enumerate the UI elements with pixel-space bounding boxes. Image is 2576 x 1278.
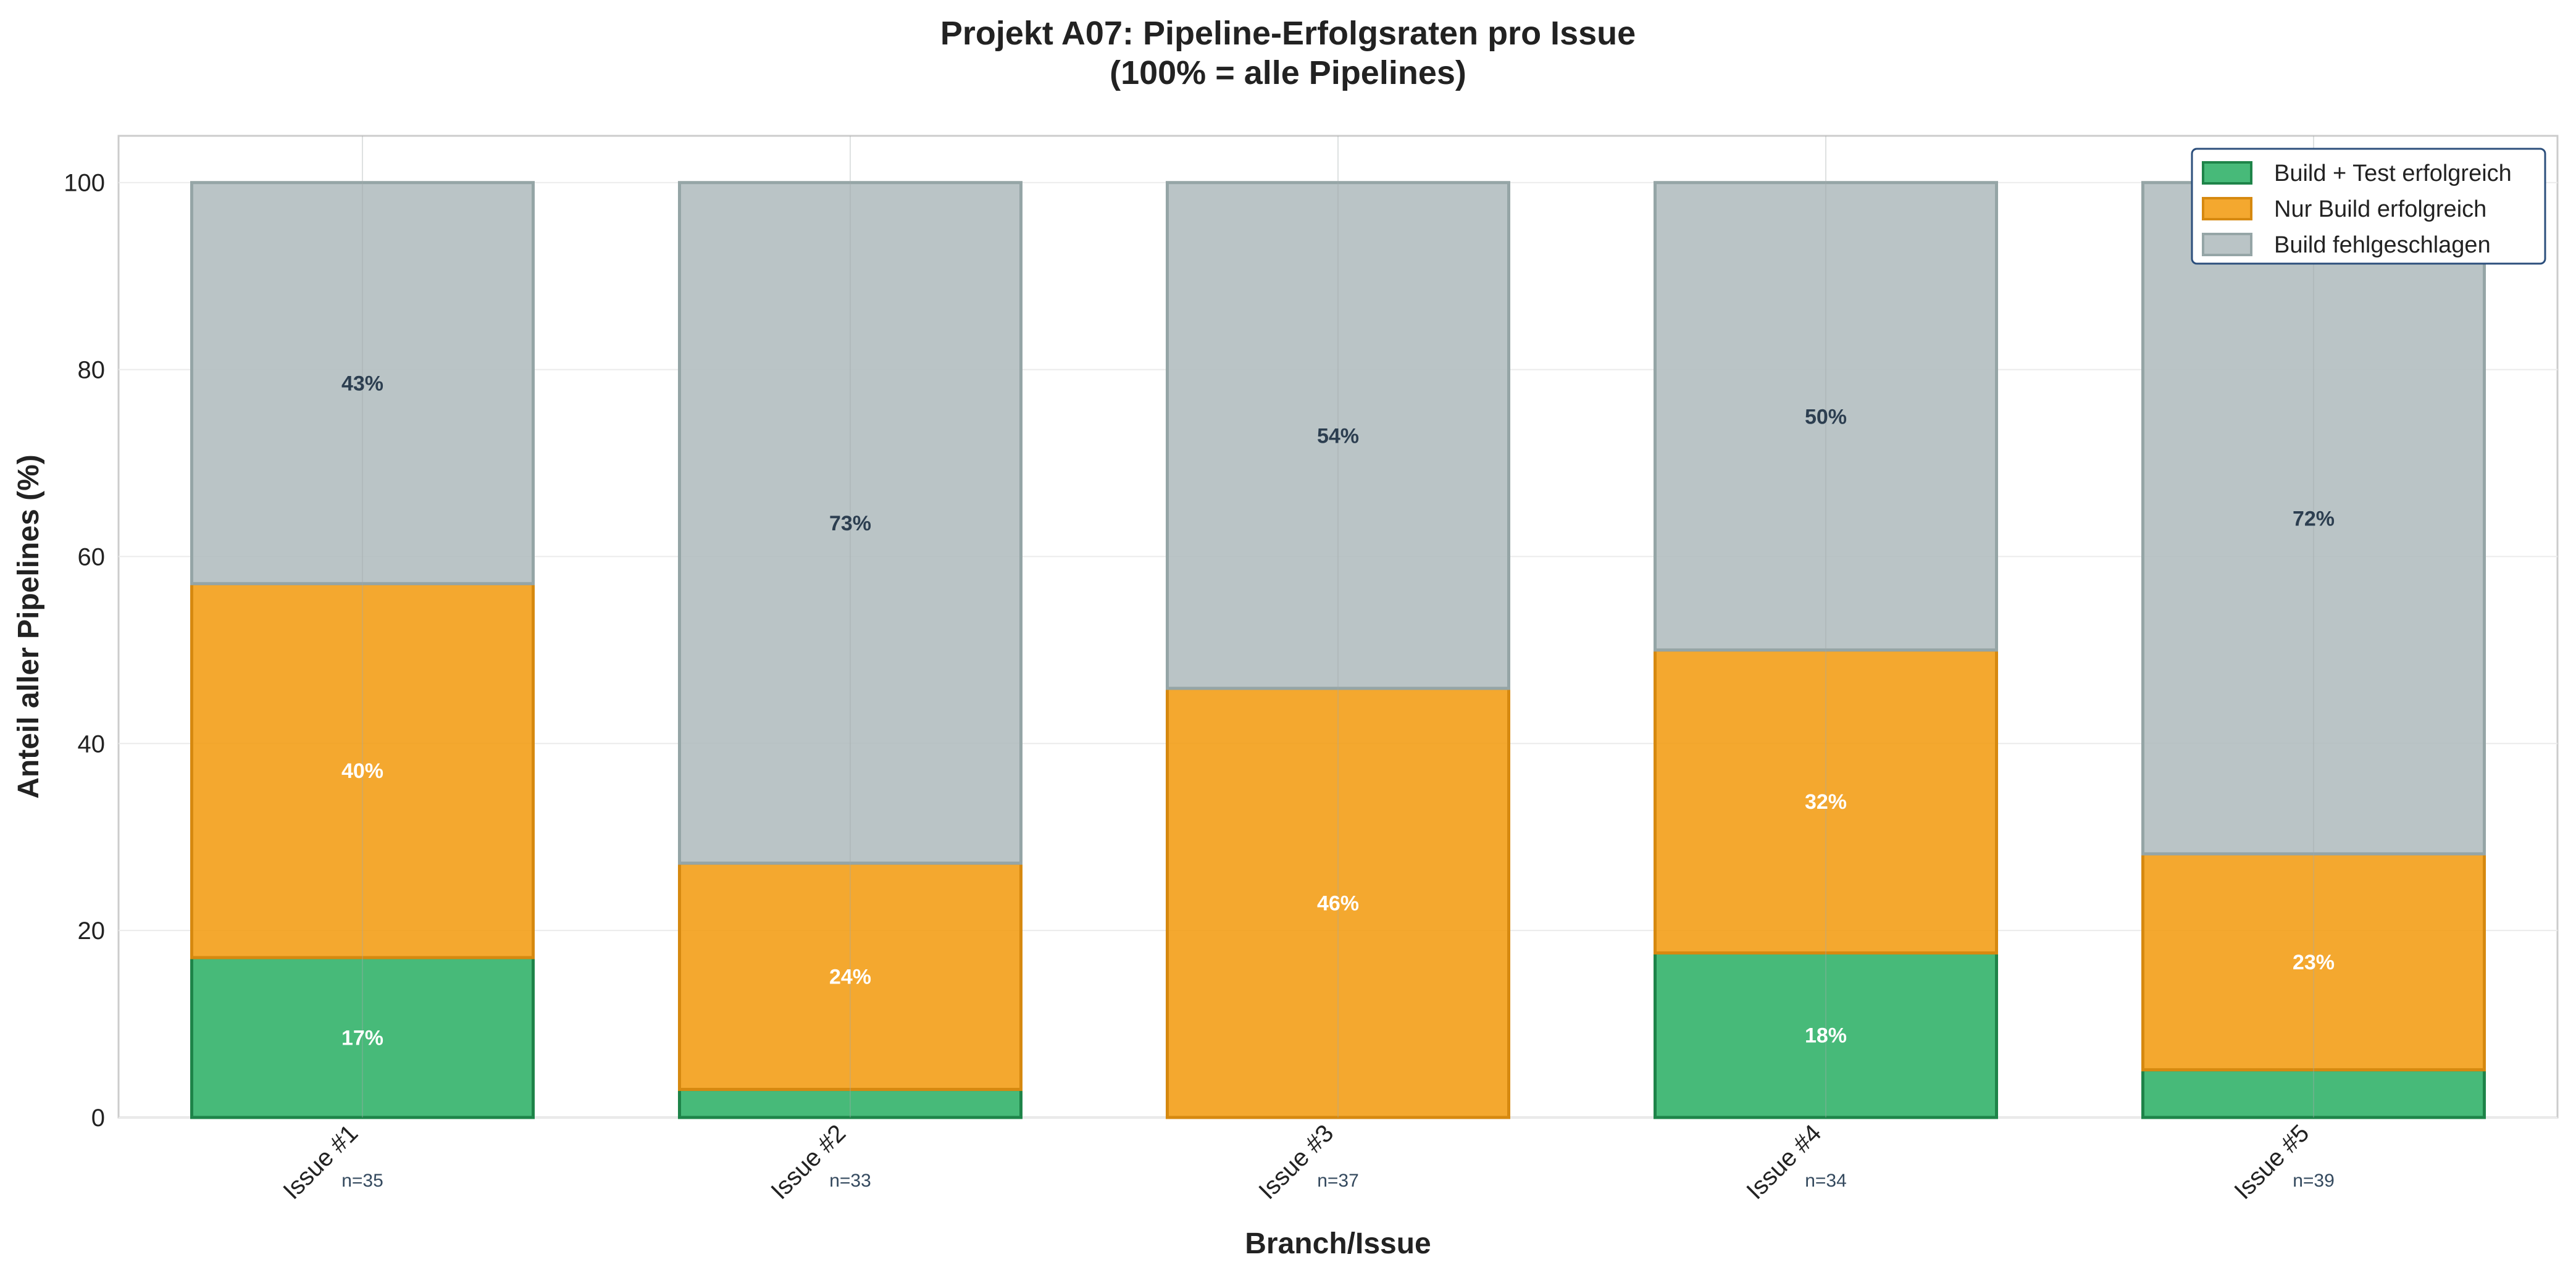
segment-label: 46% <box>1317 892 1359 915</box>
chart-title-group: Projekt A07: Pipeline-Erfolgsraten pro I… <box>940 15 1636 91</box>
legend-label: Build fehlgeschlagen <box>2274 232 2491 258</box>
segment-labels: 17% 40% 43% 24% 73% 46% 54% 18% 32% 50% 23% 72% <box>341 372 2335 1050</box>
legend-label: Nur Build erfolgreich <box>2274 196 2486 222</box>
segment-label: 32% <box>1805 790 1847 814</box>
sample-size-label: n=37 <box>1317 1171 1359 1191</box>
bar-segment-2-issue-1 <box>190 582 535 959</box>
x-tick-label: Issue #2 <box>766 1119 851 1205</box>
y-tick-label: 20 <box>78 917 106 945</box>
segment-label: 73% <box>829 512 871 535</box>
x-axis-ticks: Issue #1n=35 Issue #2n=33 Issue #3n=37 Issu… <box>278 1119 2334 1205</box>
legend-box <box>2191 148 2546 265</box>
y-tick-label: 80 <box>78 357 106 384</box>
y-axis-ticks: 0 20 40 60 80 100 <box>64 170 105 1132</box>
y-tick-label: 100 <box>64 170 105 197</box>
y-tick-label: 60 <box>78 543 106 570</box>
bar-segment-1-issue-5 <box>2141 1068 2486 1119</box>
legend-label: Build + Test erfolgreich <box>2274 161 2512 186</box>
bar-segment-3-issue-5 <box>2141 181 2486 856</box>
y-axis-label: Anteil aller Pipelines (%) <box>12 454 45 798</box>
x-axis-label: Branch/Issue <box>1245 1227 1431 1260</box>
bar-segment-3-issue-2 <box>678 181 1022 865</box>
bar-segment-1-issue-1 <box>190 956 535 1119</box>
legend-swatch <box>2202 233 2252 256</box>
sample-size-label: n=34 <box>1805 1171 1847 1191</box>
sample-size-label: n=39 <box>2293 1171 2335 1191</box>
segment-label: 72% <box>2293 507 2335 530</box>
bar-segment-3-issue-1 <box>190 181 535 585</box>
bar-segment-2-issue-2 <box>678 861 1022 1092</box>
legend-swatch <box>2202 161 2252 185</box>
bar-segment-3-issue-3 <box>1166 181 1510 690</box>
sample-size-label: n=35 <box>341 1171 383 1191</box>
segment-label: 54% <box>1317 424 1359 448</box>
chart-subtitle: (100% = alle Pipelines) <box>1110 54 1466 91</box>
x-tick-label: Issue #4 <box>1741 1119 1826 1205</box>
bar-segment-2-issue-4 <box>1654 648 1998 954</box>
bar-segment-2-issue-5 <box>2141 852 2486 1072</box>
segment-label: 23% <box>2293 951 2335 974</box>
segment-label: 17% <box>341 1027 383 1050</box>
segment-label: 43% <box>341 372 383 396</box>
y-tick-label: 40 <box>78 730 106 758</box>
bar-segment-1-issue-2 <box>678 1088 1022 1119</box>
legend: Build + Test erfolgreich Nur Build erfolg… <box>2191 148 2546 265</box>
bar-segment-1-issue-4 <box>1654 951 1998 1119</box>
segment-label: 18% <box>1805 1024 1847 1048</box>
x-tick-label: Issue #5 <box>2229 1119 2314 1205</box>
bar-segment-2-issue-3 <box>1166 687 1510 1119</box>
legend-swatch <box>2202 197 2252 220</box>
bar-segment-3-issue-4 <box>1654 181 1998 652</box>
vertical-grid-lines <box>362 136 2314 1117</box>
bars <box>190 181 2486 1119</box>
y-tick-label: 0 <box>91 1105 105 1132</box>
chart-title: Projekt A07: Pipeline-Erfolgsraten pro I… <box>940 15 1636 52</box>
segment-label: 50% <box>1805 405 1847 428</box>
sample-size-label: n=33 <box>829 1171 871 1191</box>
segment-label: 40% <box>341 759 383 783</box>
x-tick-label: Issue #1 <box>278 1119 363 1205</box>
x-tick-label: Issue #3 <box>1253 1119 1339 1205</box>
segment-label: 24% <box>829 965 871 988</box>
